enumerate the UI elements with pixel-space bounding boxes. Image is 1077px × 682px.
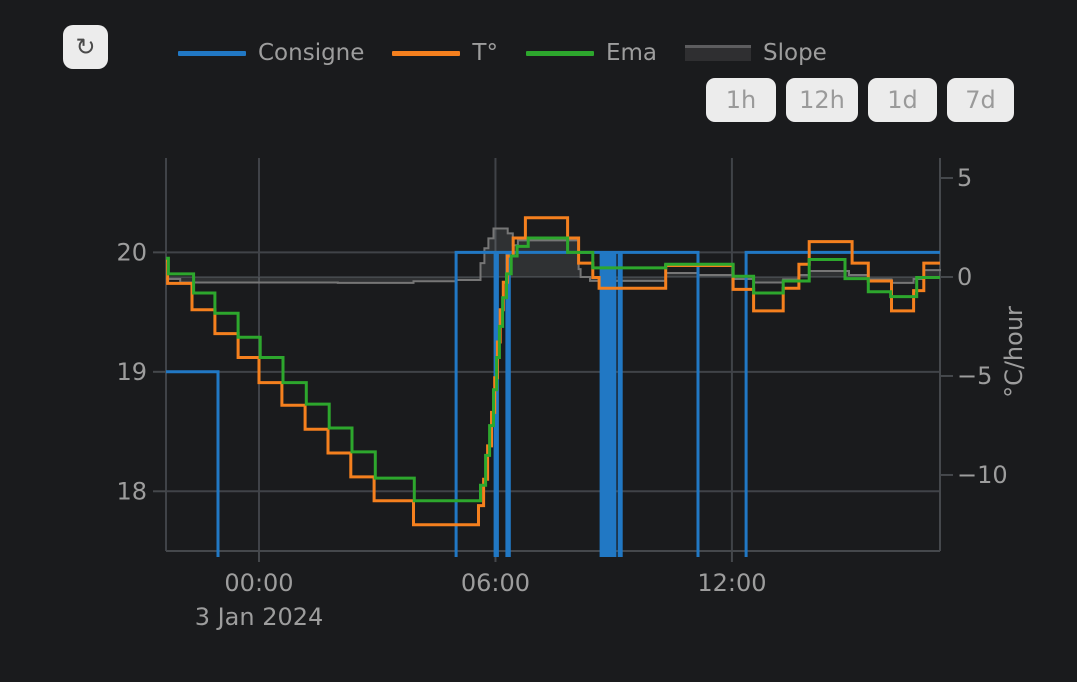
y-right-tick-label: −10	[957, 461, 1008, 489]
series-slope-fill	[166, 228, 940, 283]
temperature-line-swatch	[392, 50, 461, 56]
y-left-tick-label: 19	[116, 358, 147, 386]
ema-line-swatch	[525, 50, 594, 56]
slope-area-swatch	[685, 45, 752, 61]
y-right-tick-label: 0	[957, 263, 972, 291]
range-button-7d[interactable]: 7d	[947, 78, 1014, 122]
y-right-tick-label: 5	[957, 164, 972, 192]
y-left-tick-label: 20	[116, 238, 147, 266]
consigne-line-swatch	[178, 50, 246, 56]
legend-label-ema: Ema	[605, 40, 658, 66]
series-group	[166, 216, 941, 557]
y-left-tick-label: 18	[116, 477, 147, 505]
chart-legend: Consigne T° Ema Slope	[178, 40, 855, 66]
x-tick-label: 12:00	[697, 569, 766, 597]
y-right-axis-title: °C/hour	[1000, 306, 1028, 398]
legend-label-slope: Slope	[763, 40, 827, 66]
x-tick-label: 06:00	[461, 569, 530, 597]
x-tick-label: 00:00	[224, 569, 293, 597]
refresh-button[interactable]: ↻	[63, 25, 108, 69]
series-line-consigne	[166, 250, 940, 557]
y-right-tick-label: −5	[957, 362, 992, 390]
legend-item-consigne[interactable]: Consigne	[178, 40, 364, 66]
legend-item-temperature[interactable]: T°	[392, 40, 498, 66]
legend-label-temperature: T°	[472, 40, 498, 66]
x-axis-date-label: 3 Jan 2024	[195, 603, 324, 631]
legend-label-consigne: Consigne	[258, 40, 365, 66]
series-line-ema	[166, 236, 940, 503]
range-button-12h[interactable]: 12h	[786, 78, 858, 122]
legend-item-slope[interactable]: Slope	[685, 40, 827, 66]
range-button-1d[interactable]: 1d	[868, 78, 937, 122]
time-range-buttons: 1h 12h 1d 7d	[706, 78, 1014, 122]
range-button-1h[interactable]: 1h	[706, 78, 776, 122]
series-line-t	[166, 216, 940, 527]
legend-item-ema[interactable]: Ema	[525, 40, 658, 66]
